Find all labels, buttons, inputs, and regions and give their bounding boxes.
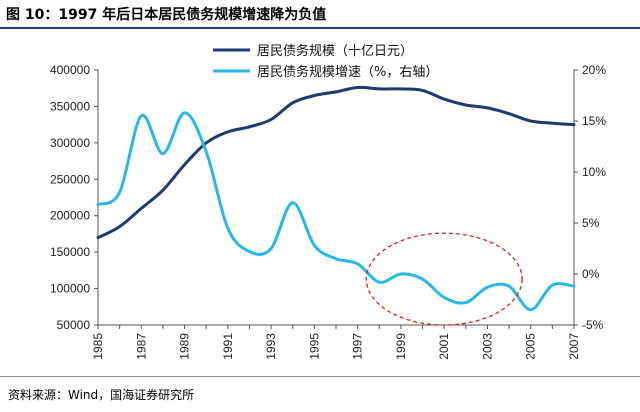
source-divider — [0, 376, 640, 377]
series-debt-size-line — [96, 85, 576, 240]
series-debt-growth-line — [96, 111, 576, 312]
x-tick-label: 1993 — [264, 333, 278, 360]
axes: 50000 100000 150000 200000 250000 300000 35000… — [50, 63, 606, 360]
right-tick-label: 0% — [582, 267, 600, 281]
x-tick-label: 1997 — [351, 333, 365, 360]
x-tick-label: 2005 — [524, 333, 538, 360]
legend: 居民债务规模（十亿日元） 居民债务规模增速（%，右轴） — [213, 43, 438, 80]
source-note: 资料来源：Wind，国海证券研究所 — [8, 388, 195, 402]
x-tick-label: 2007 — [567, 333, 581, 360]
x-tick-label: 1985 — [91, 333, 105, 360]
legend-label: 居民债务规模增速（%，右轴） — [257, 64, 438, 80]
title-divider — [0, 27, 640, 29]
dashed-highlight-ellipse — [365, 232, 523, 326]
right-tick-label: 20% — [582, 63, 606, 77]
left-tick-label: 300000 — [50, 136, 90, 150]
right-tick-label: 15% — [582, 114, 606, 128]
x-tick-label: 1991 — [221, 333, 235, 360]
left-tick-label: 150000 — [50, 245, 90, 259]
x-tick-label: 1995 — [307, 333, 321, 360]
left-tick-label: 50000 — [57, 318, 91, 332]
legend-label: 居民债务规模（十亿日元） — [257, 43, 413, 59]
x-tick-label: 1987 — [134, 333, 148, 360]
right-tick-label: 5% — [582, 216, 600, 230]
right-tick-label: -5% — [582, 318, 604, 332]
series-lines — [96, 85, 576, 312]
page-title: 图 10：1997 年后日本居民债务规模增速降为负值 — [6, 7, 327, 23]
left-tick-label: 400000 — [50, 63, 90, 77]
debt-chart: 50000 100000 150000 200000 250000 300000 35000… — [50, 43, 606, 360]
left-tick-label: 100000 — [50, 282, 90, 296]
highlight-annotation — [365, 232, 523, 326]
left-tick-label: 350000 — [50, 99, 90, 113]
right-tick-label: 10% — [582, 165, 606, 179]
x-tick-label: 1989 — [178, 333, 192, 360]
x-tick-label: 2003 — [480, 333, 494, 360]
x-tick-label: 2001 — [437, 333, 451, 360]
left-tick-label: 200000 — [50, 209, 90, 223]
left-tick-label: 250000 — [50, 172, 90, 186]
x-tick-label: 1999 — [394, 333, 408, 360]
